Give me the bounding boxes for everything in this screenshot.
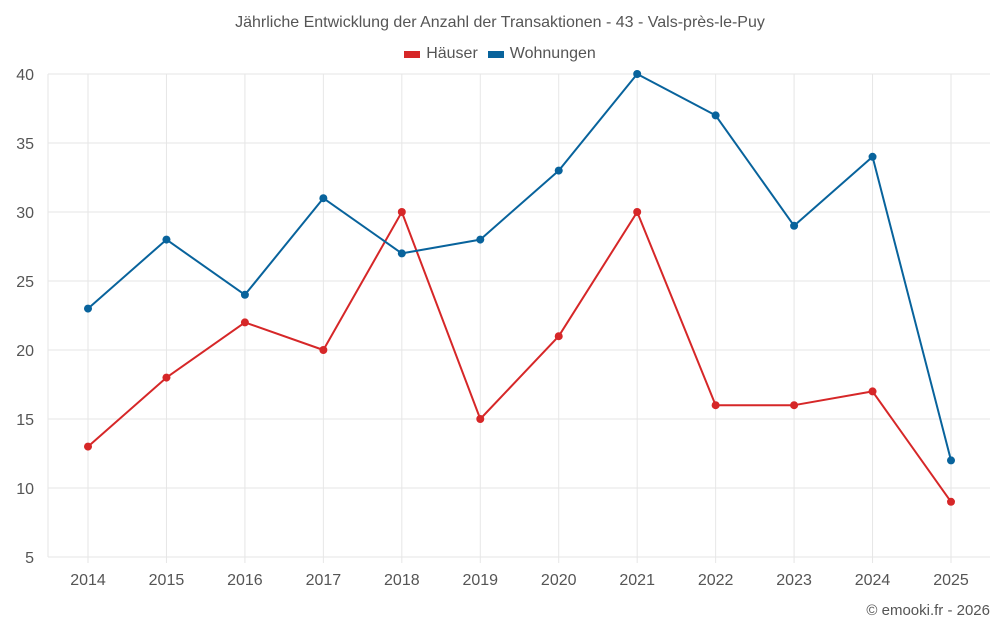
series-haeuser bbox=[84, 208, 955, 506]
x-tick-label: 2014 bbox=[70, 572, 106, 589]
data-point-marker[interactable] bbox=[84, 442, 92, 451]
y-tick-label: 30 bbox=[16, 205, 34, 222]
series-wohnungen bbox=[84, 70, 955, 465]
x-tick-label: 2022 bbox=[698, 572, 734, 589]
x-tick-label: 2024 bbox=[855, 572, 891, 589]
data-point-marker[interactable] bbox=[240, 318, 249, 327]
data-point-marker[interactable] bbox=[397, 208, 406, 216]
x-tick-label: 2019 bbox=[462, 572, 498, 589]
x-tick-label: 2021 bbox=[619, 572, 655, 589]
data-point-marker[interactable] bbox=[947, 456, 955, 465]
data-point-marker[interactable] bbox=[162, 373, 171, 382]
data-point-marker[interactable] bbox=[947, 497, 955, 506]
data-point-marker[interactable] bbox=[240, 290, 249, 299]
y-tick-label: 10 bbox=[16, 481, 34, 498]
data-point-marker[interactable] bbox=[633, 208, 642, 216]
x-tick-label: 2023 bbox=[776, 572, 812, 589]
data-point-marker[interactable] bbox=[790, 221, 799, 230]
chart-legend: Häuser Wohnungen bbox=[0, 45, 1000, 63]
data-point-marker[interactable] bbox=[633, 70, 642, 78]
y-tick-label: 15 bbox=[16, 412, 34, 429]
data-point-marker[interactable] bbox=[711, 111, 720, 120]
y-tick-label: 25 bbox=[16, 274, 34, 291]
series-line bbox=[87, 211, 952, 503]
x-tick-label: 2015 bbox=[149, 572, 185, 589]
x-tick-label: 2020 bbox=[541, 572, 577, 589]
data-point-marker[interactable] bbox=[554, 332, 563, 341]
y-tick-label: 40 bbox=[16, 67, 34, 84]
legend-item-haeuser[interactable]: Häuser bbox=[404, 45, 478, 63]
chart-title: Jährliche Entwicklung der Anzahl der Tra… bbox=[235, 14, 765, 31]
data-point-marker[interactable] bbox=[84, 304, 92, 313]
legend-swatch-wohnungen bbox=[487, 50, 504, 58]
data-point-marker[interactable] bbox=[319, 194, 328, 203]
x-tick-label: 2018 bbox=[384, 572, 420, 589]
legend-label-wohnungen: Wohnungen bbox=[509, 45, 596, 62]
series-line bbox=[87, 73, 952, 461]
data-point-marker[interactable] bbox=[162, 235, 171, 244]
y-tick-label: 35 bbox=[16, 136, 34, 153]
legend-label-haeuser: Häuser bbox=[426, 45, 478, 62]
x-tick-label: 2016 bbox=[227, 572, 263, 589]
data-point-marker[interactable] bbox=[868, 387, 877, 396]
data-point-marker[interactable] bbox=[476, 415, 485, 423]
data-point-marker[interactable] bbox=[476, 235, 485, 244]
data-point-marker[interactable] bbox=[319, 346, 328, 354]
legend-swatch-haeuser bbox=[404, 50, 421, 58]
y-tick-label: 5 bbox=[25, 550, 34, 567]
data-point-marker[interactable] bbox=[554, 166, 563, 175]
x-tick-label: 2025 bbox=[933, 572, 969, 589]
data-point-marker[interactable] bbox=[711, 401, 720, 410]
y-tick-label: 20 bbox=[16, 343, 34, 360]
legend-item-wohnungen[interactable]: Wohnungen bbox=[487, 45, 596, 63]
copyright-credit: © emooki.fr - 2026 bbox=[866, 602, 990, 619]
data-point-marker[interactable] bbox=[868, 152, 877, 161]
data-point-marker[interactable] bbox=[397, 249, 406, 258]
data-point-marker[interactable] bbox=[790, 401, 799, 410]
x-tick-label: 2017 bbox=[306, 572, 342, 589]
